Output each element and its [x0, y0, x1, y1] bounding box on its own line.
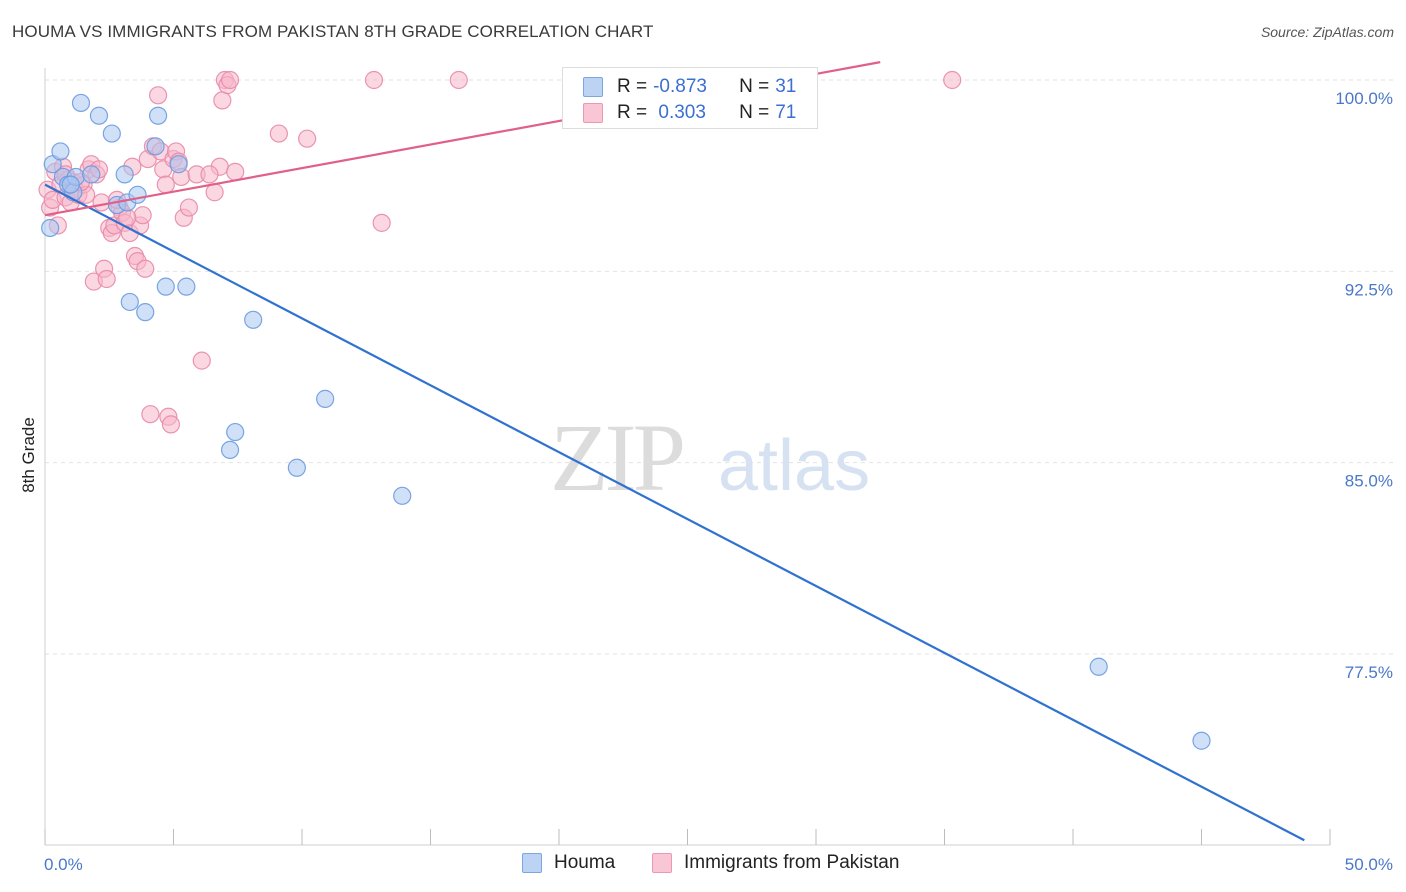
y-tick-labels: 100.0% 92.5% 85.0% 77.5%: [1335, 89, 1393, 682]
series-legend-swatch-pink: [652, 853, 672, 873]
houma-point: [102, 124, 121, 143]
legend-row-houma: R = -0.873 N = 31: [583, 75, 796, 99]
pakistan-point: [372, 213, 391, 232]
series-legend-pakistan[interactable]: Immigrants from Pakistan: [652, 852, 899, 874]
pakistan-point: [136, 259, 155, 278]
houma-point: [146, 137, 165, 156]
pakistan-point: [92, 193, 111, 212]
houma-point: [393, 486, 412, 505]
chart-title: HOUMA VS IMMIGRANTS FROM PAKISTAN 8TH GR…: [12, 22, 654, 41]
pakistan-point: [364, 70, 384, 90]
watermark: ZIP atlas: [550, 404, 870, 511]
houma-point: [51, 142, 70, 161]
houma-point: [220, 440, 240, 460]
legend-r-label: R =: [617, 76, 648, 97]
y-tick-label: 85.0%: [1345, 472, 1393, 491]
series-legend-swatch-blue: [522, 853, 542, 873]
legend-r-label: R =: [617, 102, 648, 123]
series-legend-label: Immigrants from Pakistan: [684, 852, 900, 873]
houma-point: [316, 389, 335, 408]
x-tick-label: 50.0%: [1345, 855, 1393, 874]
series-legend-houma[interactable]: Houma: [522, 852, 615, 874]
pakistan-point: [269, 124, 288, 143]
axes: [44, 68, 1331, 846]
legend-r-value: -0.873: [653, 76, 707, 97]
legend-row-pakistan: R = 0.303 N = 71: [583, 101, 796, 125]
houma-point: [71, 93, 91, 113]
x-tick-labels: 0.0% 50.0%: [44, 855, 1393, 874]
houma-point: [128, 185, 147, 204]
series-legend: Houma Immigrants from Pakistan: [0, 852, 1406, 878]
pakistan-point: [148, 86, 168, 105]
pakistan-point: [298, 129, 317, 148]
legend-r-value: 0.303: [653, 102, 706, 123]
houma-point: [148, 106, 168, 125]
series-legend-label: Houma: [554, 852, 616, 873]
houma-point: [115, 165, 134, 184]
pakistan-point: [133, 206, 152, 225]
houma-point: [136, 303, 155, 322]
houma-point: [41, 218, 60, 238]
legend-n-value: 71: [775, 102, 797, 123]
legend-n-label: N =: [739, 76, 770, 97]
houma-point: [61, 175, 80, 194]
houma-point: [1089, 657, 1108, 676]
houma-point: [89, 106, 109, 125]
houma-point: [82, 165, 101, 184]
watermark-zip: ZIP: [550, 404, 683, 511]
pakistan-point: [161, 415, 181, 434]
stats-legend: R = -0.873 N = 31 R = 0.303 N = 71: [562, 67, 818, 129]
pakistan-point: [156, 175, 175, 194]
pakistan-point: [213, 91, 232, 110]
houma-point: [1192, 731, 1211, 750]
legend-n-label: N =: [739, 102, 770, 123]
houma-point: [156, 277, 175, 296]
houma-point: [177, 277, 196, 296]
chart-source: Source: ZipAtlas.com: [1260, 24, 1394, 40]
pakistan-point: [943, 70, 962, 90]
y-tick-label: 92.5%: [1345, 280, 1393, 299]
houma-point: [120, 292, 139, 312]
y-axis-label: 8th Grade: [19, 417, 38, 493]
legend-swatch-blue: [583, 77, 603, 97]
pakistan-point: [179, 198, 199, 217]
pakistan-point: [97, 269, 116, 289]
legend-n-value: 31: [775, 76, 797, 97]
houma-point: [287, 458, 306, 477]
pakistan-point: [226, 162, 245, 181]
y-tick-label: 77.5%: [1345, 663, 1393, 682]
pakistan-point: [141, 405, 160, 424]
houma-trend-line: [44, 183, 1305, 842]
houma-point: [169, 155, 188, 174]
houma-point: [226, 422, 245, 442]
series-pink-points: [38, 70, 962, 434]
pakistan-point: [200, 165, 219, 184]
pakistan-point: [220, 70, 240, 90]
series-blue-points: [41, 93, 1211, 750]
houma-point: [244, 310, 263, 329]
y-tick-label: 100.0%: [1335, 89, 1393, 108]
grid-lines: [45, 79, 1395, 655]
legend-swatch-pink: [583, 103, 603, 123]
pakistan-point: [192, 351, 211, 370]
watermark-atlas: atlas: [718, 426, 870, 506]
x-tick-label: 0.0%: [44, 855, 83, 874]
pakistan-point: [449, 70, 468, 90]
